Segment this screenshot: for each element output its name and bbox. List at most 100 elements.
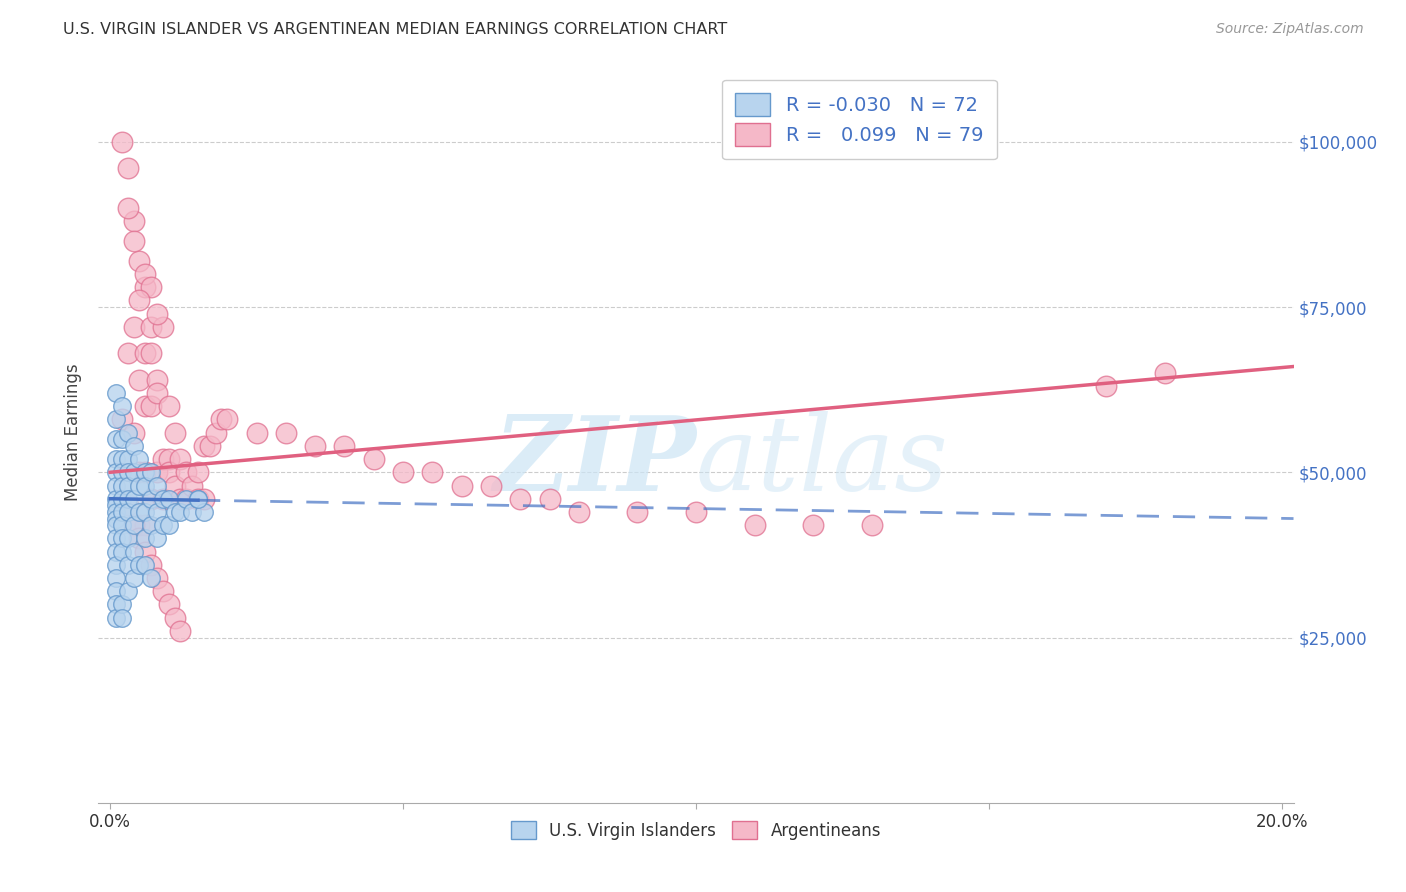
Point: [193, 491, 215, 506]
Point: [163, 505, 186, 519]
Point: [134, 558, 156, 572]
Point: [117, 584, 139, 599]
Point: [111, 432, 134, 446]
Point: [134, 465, 156, 479]
Point: [134, 346, 156, 360]
Point: [134, 478, 156, 492]
Point: [122, 465, 145, 479]
Point: [111, 544, 134, 558]
Point: [105, 505, 128, 519]
Point: [141, 399, 163, 413]
Point: [122, 518, 145, 533]
Point: [169, 505, 191, 519]
Point: [134, 465, 156, 479]
Point: [134, 267, 156, 281]
Point: [117, 558, 139, 572]
Legend: U.S. Virgin Islanders, Argentineans: U.S. Virgin Islanders, Argentineans: [503, 814, 889, 847]
Point: [134, 505, 156, 519]
Point: [174, 465, 197, 479]
Point: [141, 319, 163, 334]
Point: [187, 491, 209, 506]
Point: [193, 505, 215, 519]
Point: [128, 478, 150, 492]
Point: [122, 425, 145, 440]
Point: [333, 439, 356, 453]
Point: [105, 518, 128, 533]
Point: [105, 412, 128, 426]
Point: [157, 452, 180, 467]
Point: [122, 319, 145, 334]
Point: [157, 465, 180, 479]
Point: [141, 491, 163, 506]
Point: [141, 280, 163, 294]
Point: [392, 465, 415, 479]
Point: [169, 452, 191, 467]
Point: [1095, 379, 1118, 393]
Point: [105, 544, 128, 558]
Point: [146, 307, 169, 321]
Point: [128, 293, 150, 308]
Point: [122, 544, 145, 558]
Point: [111, 518, 134, 533]
Point: [128, 452, 150, 467]
Point: [422, 465, 444, 479]
Point: [146, 478, 169, 492]
Point: [479, 478, 502, 492]
Point: [146, 571, 169, 585]
Point: [163, 478, 186, 492]
Point: [141, 571, 163, 585]
Point: [128, 518, 150, 533]
Point: [181, 478, 204, 492]
Point: [117, 491, 139, 506]
Point: [174, 491, 197, 506]
Point: [187, 491, 209, 506]
Point: [146, 465, 169, 479]
Point: [128, 373, 150, 387]
Point: [111, 491, 134, 506]
Point: [128, 253, 150, 268]
Point: [568, 505, 591, 519]
Point: [152, 518, 174, 533]
Point: [152, 319, 174, 334]
Point: [105, 571, 128, 585]
Point: [450, 478, 472, 492]
Point: [111, 399, 134, 413]
Point: [122, 439, 145, 453]
Point: [141, 346, 163, 360]
Point: [134, 532, 156, 546]
Point: [1153, 366, 1175, 380]
Point: [141, 491, 163, 506]
Point: [105, 511, 128, 525]
Point: [187, 465, 209, 479]
Point: [217, 412, 239, 426]
Point: [111, 452, 134, 467]
Point: [141, 518, 163, 533]
Point: [111, 505, 134, 519]
Point: [152, 452, 174, 467]
Point: [157, 491, 180, 506]
Point: [105, 610, 128, 624]
Point: [117, 346, 139, 360]
Point: [744, 518, 766, 533]
Point: [105, 478, 128, 492]
Point: [111, 135, 134, 149]
Point: [152, 491, 174, 506]
Y-axis label: Median Earnings: Median Earnings: [65, 364, 83, 501]
Text: ZIP: ZIP: [494, 411, 696, 513]
Point: [134, 518, 156, 533]
Point: [122, 571, 145, 585]
Point: [134, 399, 156, 413]
Point: [304, 439, 326, 453]
Point: [122, 518, 145, 533]
Point: [157, 399, 180, 413]
Point: [174, 491, 197, 506]
Point: [146, 532, 169, 546]
Point: [117, 499, 139, 513]
Point: [157, 518, 180, 533]
Point: [198, 439, 221, 453]
Point: [105, 499, 128, 513]
Point: [105, 491, 128, 506]
Point: [117, 465, 139, 479]
Point: [246, 425, 269, 440]
Point: [105, 386, 128, 401]
